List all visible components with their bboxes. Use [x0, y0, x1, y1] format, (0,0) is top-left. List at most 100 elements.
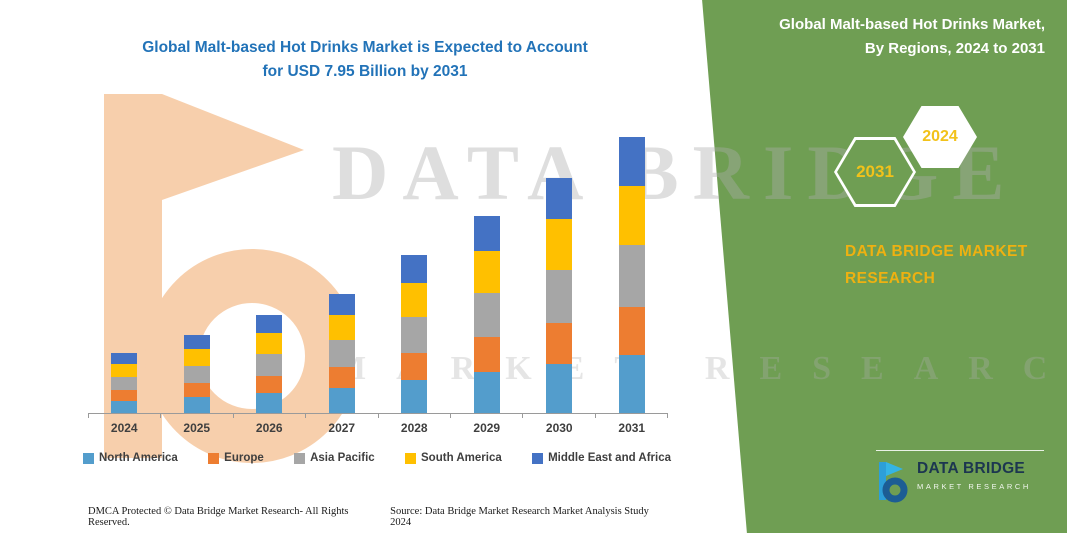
bar-segment-europe-2028	[401, 352, 428, 380]
x-axis-label-2027: 2027	[328, 421, 356, 435]
legend-label-south-america: South America	[421, 452, 502, 464]
x-axis-label-2025: 2025	[183, 421, 211, 435]
legend-item-south-america: South America	[405, 452, 502, 464]
hexagon-badge-2031-label: 2031	[856, 162, 894, 181]
company-logo: DATA BRIDGE MARKET RESEARCH	[876, 450, 1044, 509]
axis-tick	[523, 414, 596, 418]
bar-segment-middle-east-and-africa-2026	[256, 315, 283, 333]
plot-area	[88, 100, 668, 414]
bar-segment-asia-pacific-2026	[256, 353, 283, 376]
bar-segment-europe-2029	[473, 337, 500, 372]
bar-segment-europe-2025	[183, 383, 210, 397]
bar-segment-asia-pacific-2029	[473, 292, 500, 338]
axis-tick	[306, 414, 379, 418]
bar-segment-middle-east-and-africa-2025	[183, 335, 210, 350]
axis-tick	[451, 414, 524, 418]
x-axis-label-2031: 2031	[618, 421, 646, 435]
bar-segment-south-america-2026	[256, 332, 283, 354]
x-axis-labels: 2024 2025 2026 2027 2028 2029 2030 2031	[88, 421, 668, 435]
legend-item-asia-pacific: Asia Pacific	[294, 452, 375, 464]
bar-segment-north-america-2024	[111, 400, 138, 413]
bar-segment-asia-pacific-2027	[328, 340, 355, 368]
bar-segment-middle-east-and-africa-2027	[328, 294, 355, 315]
bar-segment-europe-2026	[256, 375, 283, 393]
bar-segment-middle-east-and-africa-2031	[618, 136, 645, 186]
chart-title-line1: Global Malt-based Hot Drinks Market is E…	[142, 39, 588, 56]
bar-segment-asia-pacific-2024	[111, 376, 138, 391]
bar-segment-asia-pacific-2030	[546, 269, 573, 323]
legend-swatch-middle-east-and-africa	[532, 452, 544, 464]
bar-group-2024	[88, 100, 161, 413]
bar-segment-middle-east-and-africa-2024	[111, 353, 138, 365]
bar-segment-north-america-2031	[618, 354, 645, 413]
bar-group-2027	[306, 100, 379, 413]
legend-item-europe: Europe	[208, 452, 264, 464]
panel-heading: Global Malt-based Hot Drinks Market, By …	[779, 13, 1045, 61]
hexagon-badge-2024-label: 2024	[922, 128, 958, 145]
axis-tick	[379, 414, 451, 418]
panel-heading-line1: Global Malt-based Hot Drinks Market,	[779, 16, 1045, 33]
bar-segment-middle-east-and-africa-2028	[401, 255, 428, 284]
bar-segment-north-america-2028	[401, 380, 428, 413]
chart-legend: North America Europe Asia Pacific South Ame…	[83, 452, 671, 464]
bar-segment-europe-2027	[328, 367, 355, 388]
x-axis-label-2026: 2026	[255, 421, 283, 435]
bar-group-2030	[523, 100, 596, 413]
bar-group-2031	[596, 100, 669, 413]
data-bridge-b-icon	[876, 460, 910, 509]
logo-subtitle: MARKET RESEARCH	[917, 481, 1031, 491]
bar-segment-asia-pacific-2028	[401, 317, 428, 353]
panel-heading-line2: By Regions, 2024 to 2031	[864, 40, 1045, 57]
footer-source-text: Source: Data Bridge Market Research Mark…	[390, 506, 649, 528]
bar-segment-europe-2030	[546, 322, 573, 364]
panel-brand-text: DATA BRIDGE MARKET RESEARCH	[845, 238, 1028, 292]
bar-segment-north-america-2026	[256, 392, 283, 413]
legend-swatch-asia-pacific	[294, 452, 306, 464]
axis-tick	[161, 414, 234, 418]
bar-segment-asia-pacific-2025	[183, 365, 210, 384]
hexagon-badge-2031-fill	[837, 140, 913, 204]
axis-tick	[88, 414, 162, 418]
bar-group-2025	[161, 100, 234, 413]
hexagon-badge-2031: 2031	[834, 137, 916, 207]
chart-title: Global Malt-based Hot Drinks Market is E…	[70, 36, 660, 84]
x-axis-label-2024: 2024	[110, 421, 138, 435]
bar-segment-south-america-2024	[111, 364, 138, 377]
panel-brand-line2: RESEARCH	[845, 270, 936, 288]
bar-segment-north-america-2025	[183, 396, 210, 413]
bar-segment-south-america-2030	[546, 219, 573, 270]
logo-divider	[876, 450, 1044, 451]
legend-item-middle-east-and-africa: Middle East and Africa	[532, 452, 671, 464]
bar-segment-north-america-2027	[328, 388, 355, 413]
logo-name: DATA BRIDGE	[917, 460, 1026, 477]
panel-brand-line1: DATA BRIDGE MARKET	[845, 243, 1028, 260]
legend-label-europe: Europe	[224, 452, 264, 464]
bar-segment-asia-pacific-2031	[618, 244, 645, 307]
legend-item-north-america: North America	[83, 452, 178, 464]
bar-segment-north-america-2030	[546, 363, 573, 413]
bar-group-2028	[378, 100, 451, 413]
axis-tick	[596, 414, 668, 418]
bar-group-2026	[233, 100, 306, 413]
legend-swatch-south-america	[405, 452, 417, 464]
legend-swatch-north-america	[83, 452, 94, 464]
bar-segment-south-america-2031	[618, 185, 645, 245]
legend-label-asia-pacific: Asia Pacific	[310, 452, 375, 464]
footer-dmca-text: DMCA Protected © Data Bridge Market Rese…	[88, 506, 349, 528]
bar-segment-middle-east-and-africa-2029	[473, 215, 500, 251]
bar-segment-south-america-2028	[401, 283, 428, 317]
legend-label-north-america: North America	[99, 452, 178, 464]
footer: DMCA Protected © Data Bridge Market Rese…	[88, 506, 670, 528]
bar-segment-europe-2031	[618, 306, 645, 355]
x-axis-label-2028: 2028	[400, 421, 428, 435]
axis-tick	[234, 414, 307, 418]
bar-segment-north-america-2029	[473, 371, 500, 413]
bar-segment-south-america-2027	[328, 314, 355, 341]
bar-group-2029	[451, 100, 524, 413]
bar-segment-south-america-2025	[183, 349, 210, 366]
legend-swatch-europe	[208, 452, 220, 464]
bar-segment-europe-2024	[111, 390, 138, 401]
chart-title-line2: for USD 7.95 Billion by 2031	[262, 63, 468, 81]
